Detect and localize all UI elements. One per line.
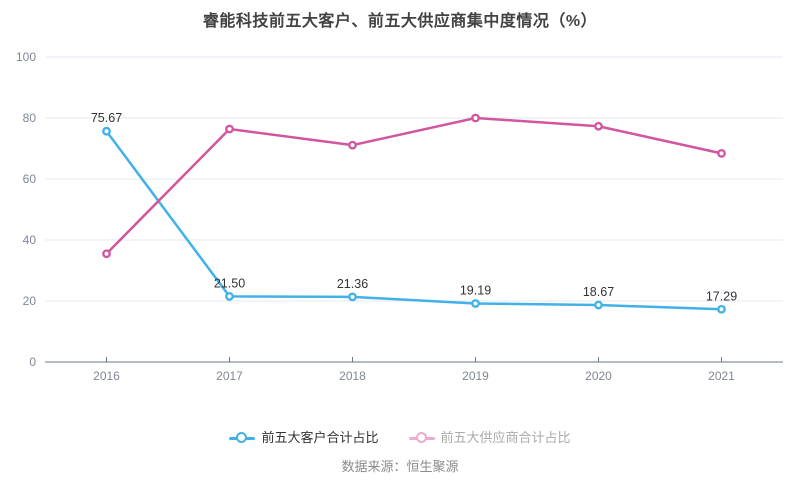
- x-tick-label: 2018: [339, 369, 366, 383]
- legend-line-circle-icon: [408, 432, 435, 444]
- series-line-2: [105, 116, 723, 255]
- y-tick-label: 40: [23, 233, 37, 247]
- data-label: 19.19: [460, 283, 491, 297]
- y-tick-label: 60: [23, 172, 37, 186]
- data-label: 17.29: [706, 289, 737, 303]
- data-label: 21.36: [337, 277, 368, 291]
- y-tick-label: 20: [23, 294, 37, 308]
- data-point: [471, 299, 480, 308]
- plot-area: 0 20 40 60 80 100 2016 2017 2018 2019 2020 2021 75.6…: [16, 50, 783, 383]
- data-point: [348, 140, 357, 150]
- data-point: [594, 121, 603, 131]
- data-label: 18.67: [583, 285, 614, 299]
- data-label: 75.67: [91, 111, 122, 125]
- data-point: [717, 148, 726, 158]
- data-label: 21.50: [214, 276, 245, 290]
- x-tick-label: 2020: [585, 369, 612, 383]
- y-tick-label: 80: [23, 111, 37, 125]
- data-point: [717, 304, 726, 314]
- legend-label: 前五大供应商合计占比: [440, 430, 571, 445]
- y-tick-label: 100: [16, 50, 36, 64]
- data-source-note: 数据来源：恒生聚源: [341, 459, 459, 474]
- data-point: [102, 249, 111, 259]
- legend-marker-ring: [236, 432, 248, 443]
- legend-marker-ring: [415, 432, 427, 443]
- data-point: [225, 292, 234, 301]
- data-point: [471, 113, 480, 123]
- series-line-1: [105, 129, 723, 311]
- data-point: [348, 292, 357, 302]
- legend-line-circle-icon: [229, 432, 256, 444]
- chart-legend: 前五大客户合计占比 前五大供应商合计占比: [0, 429, 800, 447]
- data-point: [225, 124, 234, 134]
- data-point: [102, 126, 111, 136]
- chart-title: 睿能科技前五大客户、前五大供应商集中度情况（%）: [202, 13, 598, 30]
- x-tick-label: 2021: [708, 369, 735, 383]
- x-tick-label: 2016: [93, 369, 120, 383]
- data-point: [594, 300, 603, 310]
- legend-item-2[interactable]: 前五大供应商合计占比: [408, 429, 571, 447]
- legend-label: 前五大客户合计占比: [261, 430, 379, 445]
- x-tick-label: 2019: [462, 369, 489, 383]
- legend-item-1[interactable]: 前五大客户合计占比: [229, 429, 379, 447]
- x-tick-label: 2017: [216, 369, 243, 383]
- y-tick-label: 0: [29, 355, 36, 369]
